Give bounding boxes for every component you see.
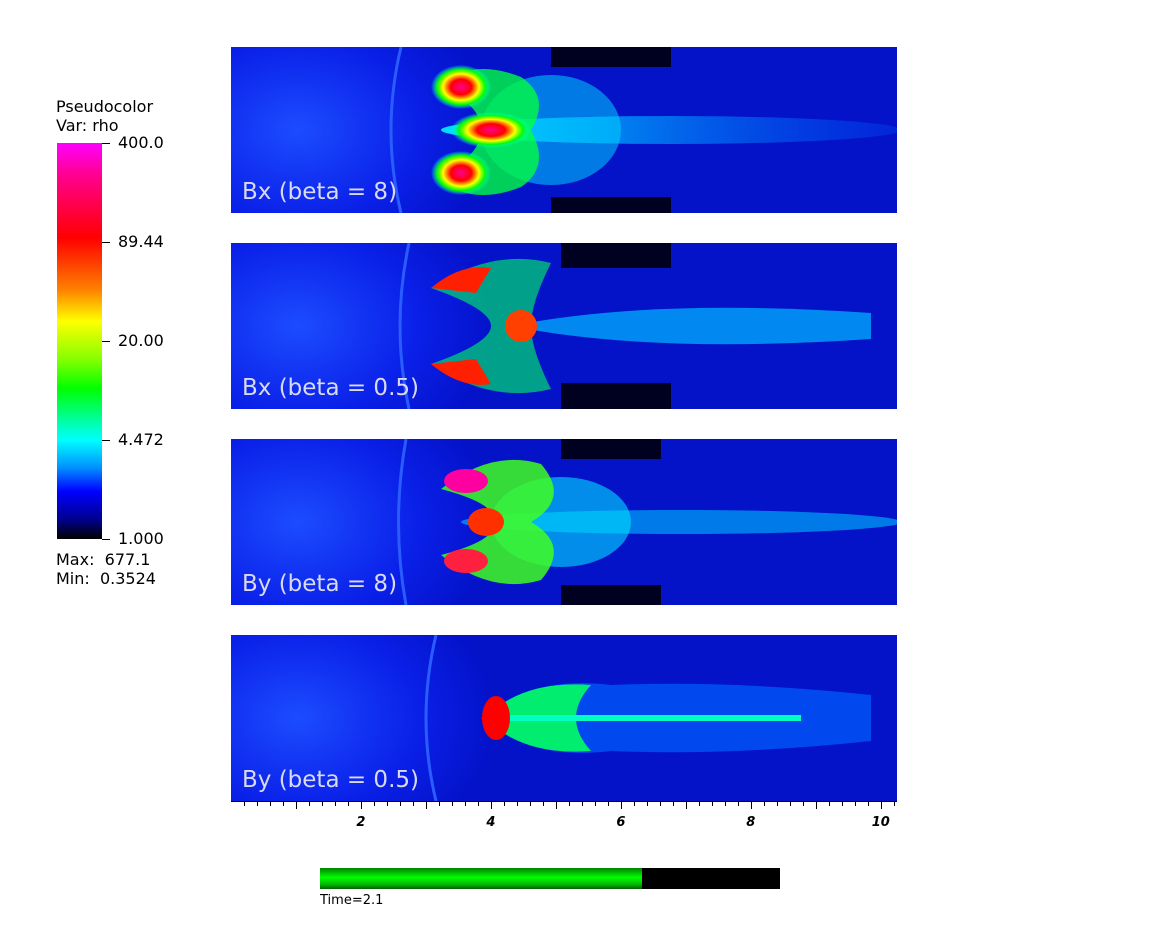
- panel-by-beta-8: By (beta = 8): [231, 439, 897, 605]
- legend-variable: Var: rho: [56, 116, 119, 135]
- x-major-tick: [620, 801, 622, 809]
- x-minor-tick: [828, 801, 830, 806]
- x-minor-tick: [854, 801, 856, 806]
- panel-label: Bx (beta = 0.5): [242, 375, 419, 401]
- colorbar-tick: [102, 341, 110, 342]
- x-minor-tick: [659, 801, 661, 806]
- x-major-tick: [750, 801, 752, 809]
- x-minor-tick: [672, 801, 674, 806]
- x-tick-label: 10: [871, 815, 890, 830]
- x-axis: [231, 801, 897, 802]
- x-minor-tick: [737, 801, 739, 806]
- x-minor-tick: [841, 801, 843, 806]
- x-minor-tick: [763, 801, 765, 806]
- x-minor-tick: [269, 801, 271, 806]
- x-major-tick: [880, 801, 882, 809]
- x-minor-tick: [438, 801, 440, 806]
- x-minor-tick: [893, 801, 895, 806]
- x-minor-tick: [581, 801, 583, 806]
- colorbar-tick-label: 89.44: [118, 232, 164, 251]
- density-field-2: [398, 243, 871, 409]
- x-major-tick: [295, 801, 297, 809]
- min-value: Min: 0.3524: [56, 569, 156, 588]
- x-minor-tick: [282, 801, 284, 806]
- x-major-tick: [490, 801, 492, 809]
- panel-label: By (beta = 8): [242, 571, 398, 597]
- x-tick-label: 4: [486, 815, 496, 830]
- time-progress-bar: [320, 868, 780, 889]
- x-minor-tick: [243, 801, 245, 806]
- panel-bx-beta-0-5: Bx (beta = 0.5): [231, 243, 897, 409]
- x-major-tick: [685, 801, 687, 809]
- x-minor-tick: [529, 801, 531, 806]
- panel-bx-beta-8: Bx (beta = 8): [231, 47, 897, 213]
- x-major-tick: [555, 801, 557, 809]
- x-minor-tick: [386, 801, 388, 806]
- panel-label: Bx (beta = 8): [242, 179, 398, 205]
- x-minor-tick: [334, 801, 336, 806]
- x-minor-tick: [399, 801, 401, 806]
- x-minor-tick: [698, 801, 700, 806]
- colorbar-tick-label: 400.0: [118, 133, 164, 152]
- x-minor-tick: [477, 801, 479, 806]
- colorbar-tick: [102, 242, 110, 243]
- x-minor-tick: [789, 801, 791, 806]
- x-minor-tick: [451, 801, 453, 806]
- x-minor-tick: [464, 801, 466, 806]
- colorbar-tick-label: 1.000: [118, 529, 164, 548]
- colorbar-tick-label: 20.00: [118, 331, 164, 350]
- x-minor-tick: [503, 801, 505, 806]
- colorbar-tick-label: 4.472: [118, 430, 164, 449]
- x-minor-tick: [308, 801, 310, 806]
- legend-title: Pseudocolor: [56, 97, 154, 116]
- time-progress-fill: [320, 868, 642, 889]
- x-minor-tick: [633, 801, 635, 806]
- x-minor-tick: [594, 801, 596, 806]
- density-field-3: [397, 439, 897, 605]
- x-minor-tick: [542, 801, 544, 806]
- x-minor-tick: [646, 801, 648, 806]
- density-field-1: [389, 47, 897, 213]
- x-minor-tick: [711, 801, 713, 806]
- x-major-tick: [425, 801, 427, 809]
- x-major-tick: [360, 801, 362, 809]
- x-minor-tick: [373, 801, 375, 806]
- x-minor-tick: [724, 801, 726, 806]
- panel-by-beta-0-5: By (beta = 0.5): [231, 635, 897, 801]
- time-label: Time=2.1: [320, 893, 384, 908]
- max-value: Max: 677.1: [56, 550, 151, 569]
- density-field-4: [424, 635, 871, 801]
- x-minor-tick: [802, 801, 804, 806]
- colorbar-tick: [102, 143, 110, 144]
- colorbar: [57, 143, 102, 539]
- x-minor-tick: [516, 801, 518, 806]
- x-minor-tick: [347, 801, 349, 806]
- x-minor-tick: [867, 801, 869, 806]
- x-minor-tick: [776, 801, 778, 806]
- x-minor-tick: [607, 801, 609, 806]
- colorbar-tick: [102, 539, 110, 540]
- x-minor-tick: [568, 801, 570, 806]
- x-minor-tick: [256, 801, 258, 806]
- x-minor-tick: [321, 801, 323, 806]
- x-major-tick: [815, 801, 817, 809]
- x-tick-label: 8: [746, 815, 756, 830]
- x-tick-label: 6: [616, 815, 626, 830]
- x-minor-tick: [412, 801, 414, 806]
- panel-label: By (beta = 0.5): [242, 767, 419, 793]
- colorbar-tick: [102, 440, 110, 441]
- x-tick-label: 2: [356, 815, 366, 830]
